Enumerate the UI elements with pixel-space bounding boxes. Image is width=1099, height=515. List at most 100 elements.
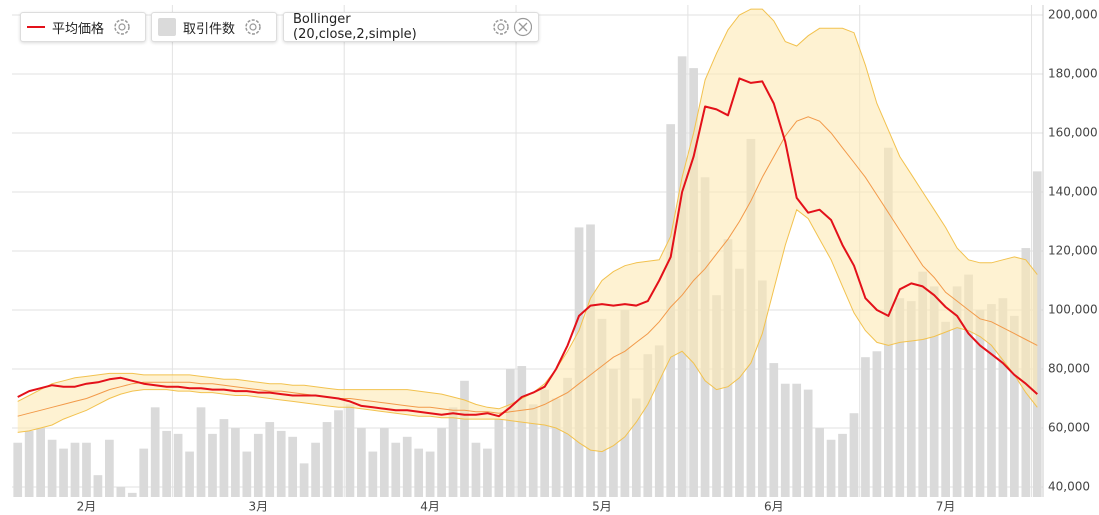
volume-bar xyxy=(448,407,458,497)
volume-bar xyxy=(861,357,870,497)
legend-label: 取引件数 xyxy=(183,21,236,37)
volume-bar xyxy=(185,451,194,497)
volume-bar xyxy=(116,486,126,497)
settings-icon[interactable] xyxy=(112,17,132,37)
volume-bar xyxy=(964,274,973,497)
legend-swatch xyxy=(27,26,45,28)
volume-bar xyxy=(1010,315,1019,497)
legend-item[interactable]: Bollinger (20,close,2,simple) xyxy=(283,12,539,42)
price-line xyxy=(17,77,1038,418)
volume-bar xyxy=(998,298,1008,497)
volume-bar xyxy=(654,345,664,497)
volume-bar xyxy=(59,448,68,497)
close-icon[interactable] xyxy=(513,17,532,37)
legend-label: 平均価格 xyxy=(52,21,105,37)
volume-bar xyxy=(70,442,80,497)
legend-label: Bollinger (20,close,2,simple) xyxy=(293,12,417,42)
volume-bar xyxy=(528,404,538,497)
volume-bar xyxy=(906,301,916,497)
volume-bar xyxy=(815,427,824,497)
volume-bar xyxy=(769,363,779,497)
volume-bar xyxy=(712,295,721,497)
settings-icon[interactable] xyxy=(491,17,510,37)
volume-bar xyxy=(952,286,962,497)
x-tick-label: 3月 xyxy=(248,500,268,514)
x-tick-label: 6月 xyxy=(764,500,784,514)
volume-bar xyxy=(402,436,412,497)
bollinger-lower xyxy=(17,208,1038,453)
legend-swatch xyxy=(158,18,176,36)
volume-bar xyxy=(414,448,424,497)
volume-bar xyxy=(643,354,653,497)
volume-bar xyxy=(127,492,137,497)
y-tick-label: 80,000 xyxy=(1048,361,1090,375)
volume-bar xyxy=(872,351,882,497)
volume-bar xyxy=(425,451,435,497)
volume-bar xyxy=(803,389,813,497)
volume-bar xyxy=(368,451,378,497)
bollinger-middle xyxy=(17,116,1038,417)
volume-bar xyxy=(563,377,572,497)
volume-bar xyxy=(505,368,515,497)
volume-bar xyxy=(47,439,57,497)
volume-bar xyxy=(322,422,332,497)
volume-bar xyxy=(792,383,802,497)
volume-bar xyxy=(242,451,252,497)
volume-bar xyxy=(345,404,355,497)
volume-bar xyxy=(929,286,939,497)
y-tick-label: 120,000 xyxy=(1048,244,1098,258)
volume-bar xyxy=(288,436,298,497)
volume-bar xyxy=(379,427,389,497)
legend-item[interactable]: 平均価格 xyxy=(20,12,146,42)
volume-bar xyxy=(471,442,481,497)
volume-bar xyxy=(82,442,91,497)
volume-bar xyxy=(150,407,160,497)
volume-bar xyxy=(631,398,641,497)
legend-item[interactable]: 取引件数 xyxy=(151,12,277,42)
y-tick-label: 160,000 xyxy=(1048,126,1098,140)
settings-icon[interactable] xyxy=(243,17,263,37)
volume-bar xyxy=(918,271,928,497)
volume-bar xyxy=(162,430,172,497)
y-tick-label: 180,000 xyxy=(1048,67,1098,81)
volume-bar xyxy=(36,427,45,497)
volume-bar xyxy=(276,430,286,497)
y-tick-label: 140,000 xyxy=(1048,185,1098,199)
volume-bar xyxy=(13,442,23,497)
volume-bar xyxy=(219,419,229,497)
volume-bar xyxy=(540,389,550,497)
y-tick-label: 100,000 xyxy=(1048,302,1098,316)
volume-bar xyxy=(253,433,263,497)
volume-bar xyxy=(735,268,744,497)
volume-bar xyxy=(895,298,905,497)
volume-bar xyxy=(311,442,320,497)
volume-bar xyxy=(437,427,446,497)
volume-bar xyxy=(941,321,950,497)
volume-bar xyxy=(483,448,492,497)
y-tick-label: 40,000 xyxy=(1048,479,1090,493)
volume-bar xyxy=(208,433,217,497)
volume-bar xyxy=(757,280,767,497)
volume-bar xyxy=(231,427,240,497)
volume-bar xyxy=(334,410,343,497)
volume-bar xyxy=(780,383,790,497)
volume-bar xyxy=(838,433,847,497)
volume-bar xyxy=(551,398,561,497)
x-tick-label: 7月 xyxy=(936,500,956,514)
x-tick-label: 2月 xyxy=(77,500,97,514)
volume-bar xyxy=(975,309,985,497)
volume-bar xyxy=(826,439,836,497)
volume-bar xyxy=(196,407,206,497)
volume-bar xyxy=(24,430,34,497)
volume-bar xyxy=(299,463,309,497)
volume-bar xyxy=(987,304,996,497)
volume-bar xyxy=(105,439,114,497)
volume-bar xyxy=(391,442,401,497)
x-tick-label: 5月 xyxy=(592,500,612,514)
volume-bar xyxy=(139,448,149,497)
volume-bar xyxy=(494,419,504,497)
volume-bar xyxy=(93,475,103,497)
volume-bar xyxy=(357,427,366,497)
